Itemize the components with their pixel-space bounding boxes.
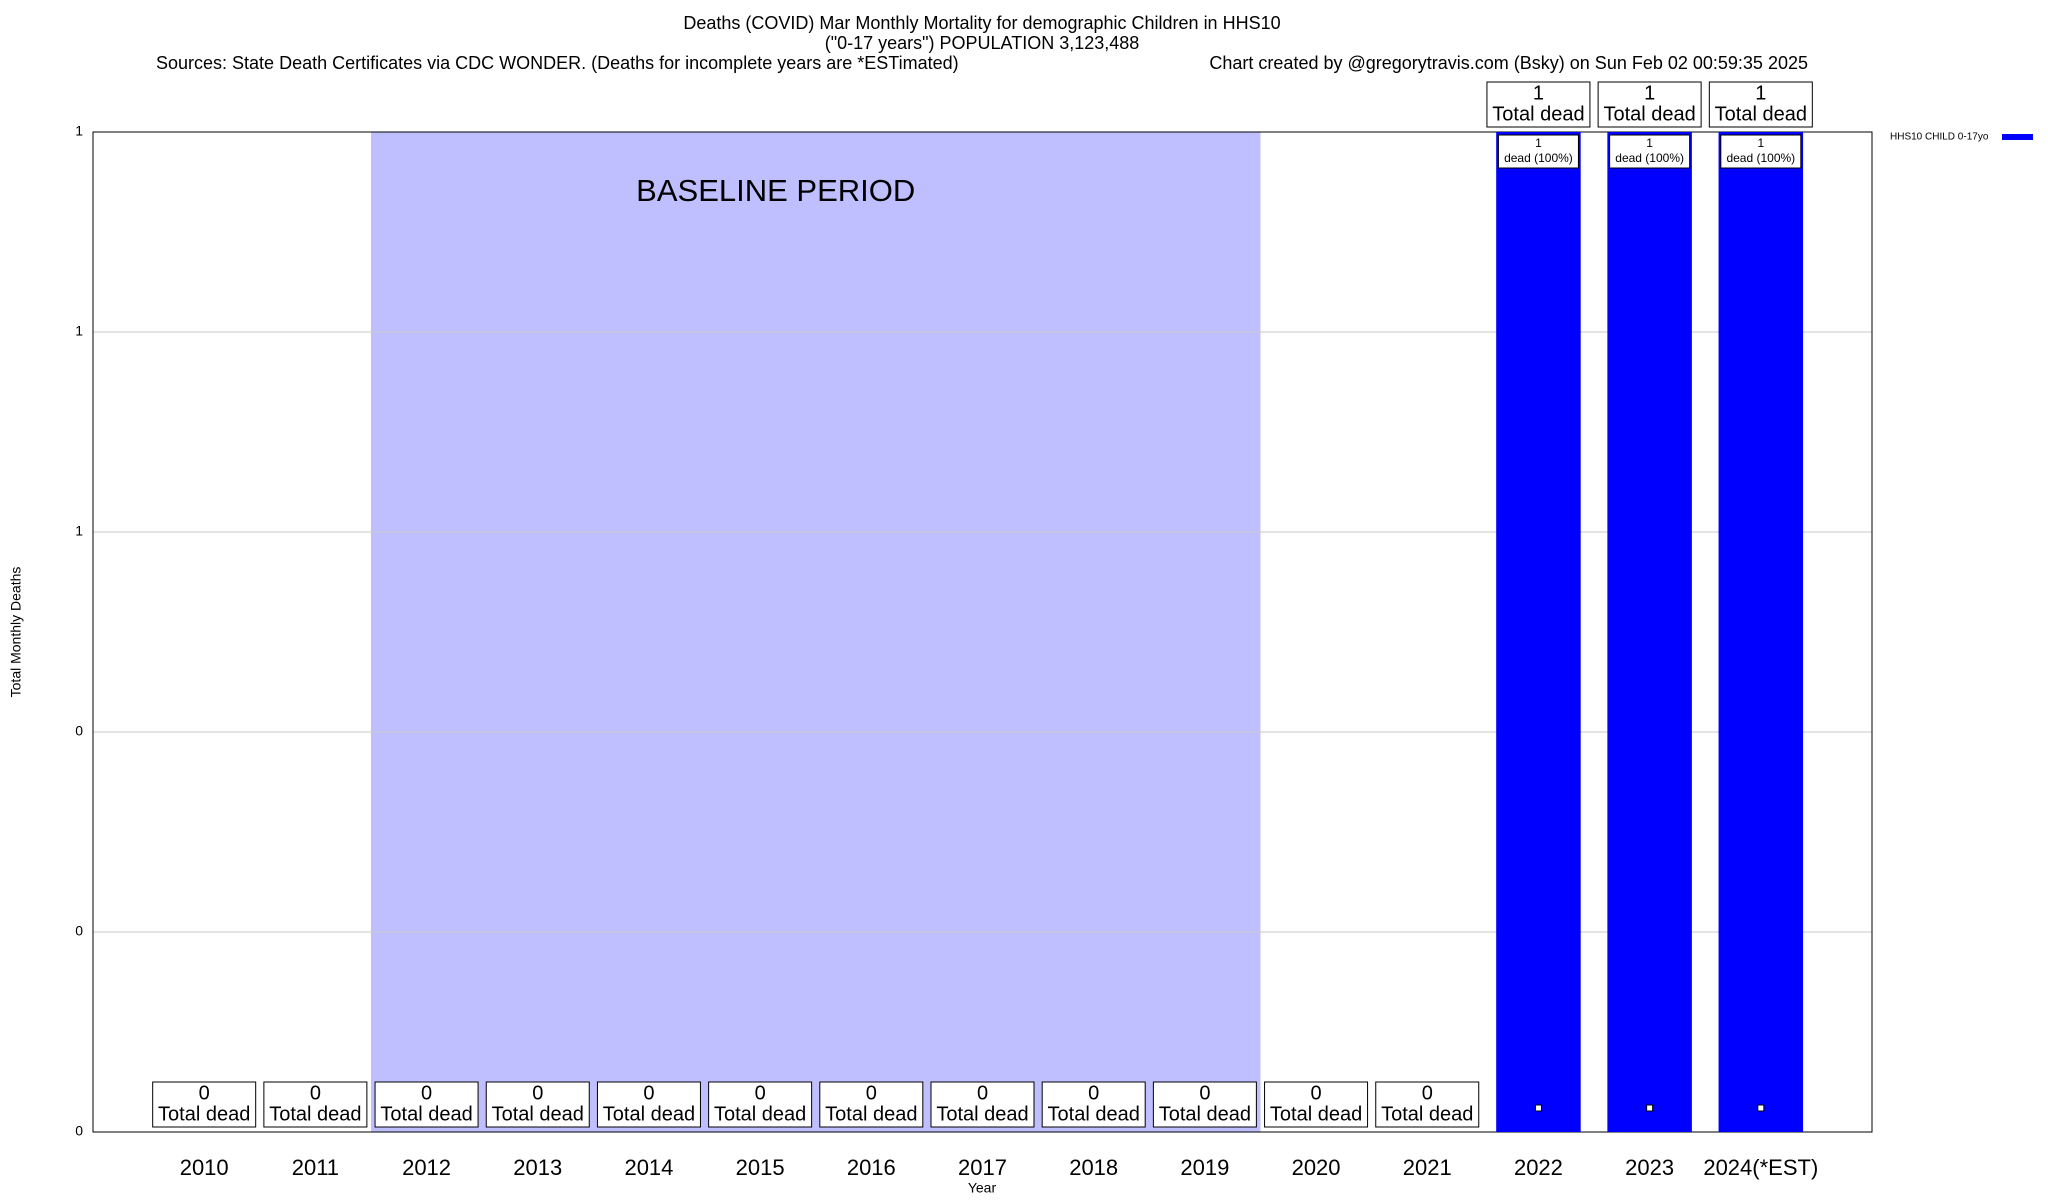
x-tick-label: 2016 — [847, 1155, 896, 1180]
total-label: Total dead — [1492, 103, 1584, 125]
chart-subtitle: ("0-17 years") POPULATION 3,123,488 — [825, 33, 1140, 53]
chart-title: Deaths (COVID) Mar Monthly Mortality for… — [683, 13, 1280, 33]
total-label: Total dead — [825, 1103, 917, 1125]
total-box — [1264, 1081, 1369, 1128]
inner-value-label: 1 — [1535, 136, 1542, 150]
baseline-label: BASELINE PERIOD — [636, 173, 915, 208]
total-label: Total dead — [1381, 1103, 1473, 1125]
total-label: Total dead — [1159, 1103, 1251, 1125]
x-tick-label: 2019 — [1180, 1155, 1229, 1180]
baseline-region — [370, 132, 1261, 1132]
x-tick-label: 2014 — [624, 1155, 673, 1180]
x-tick-label: 2015 — [736, 1155, 785, 1180]
value-label: 0 — [532, 1082, 543, 1104]
legend-label: HHS10 CHILD 0-17yo — [1890, 132, 1989, 143]
value-label: 0 — [1199, 1082, 1210, 1104]
legend-swatch — [2002, 134, 2033, 140]
total-label: Total dead — [1715, 103, 1807, 125]
total-box — [263, 1081, 368, 1128]
x-tick-label: 2023 — [1625, 1155, 1674, 1180]
x-tick-label: 2021 — [1403, 1155, 1452, 1180]
value-label: 0 — [1088, 1082, 1099, 1104]
x-tick-label: 2024(*EST) — [1703, 1155, 1818, 1180]
y-tick-label: 1 — [75, 323, 83, 339]
value-label: 1 — [1644, 82, 1655, 104]
value-label: 0 — [1422, 1082, 1433, 1104]
total-box — [1708, 81, 1813, 128]
total-box — [152, 1081, 257, 1128]
inner-box — [1720, 134, 1802, 169]
y-tick-label: 1 — [75, 123, 83, 139]
value-label: 0 — [310, 1082, 321, 1104]
value-label: 0 — [977, 1082, 988, 1104]
zero-marker — [1757, 1104, 1765, 1112]
value-label: 0 — [1311, 1082, 1322, 1104]
value-label: 0 — [643, 1082, 654, 1104]
total-box — [708, 1081, 813, 1128]
total-label: Total dead — [936, 1103, 1028, 1125]
total-label: Total dead — [1270, 1103, 1362, 1125]
total-label: Total dead — [380, 1103, 472, 1125]
inner-share-label: dead (100%) — [1726, 151, 1795, 165]
y-tick-label: 0 — [75, 923, 83, 939]
value-label: 0 — [421, 1082, 432, 1104]
value-label: 1 — [1533, 82, 1544, 104]
bar — [1718, 132, 1804, 1132]
value-label: 1 — [1755, 82, 1766, 104]
x-tick-label: 2012 — [402, 1155, 451, 1180]
total-box — [819, 1081, 924, 1128]
total-label: Total dead — [1048, 1103, 1140, 1125]
total-box — [930, 1081, 1035, 1128]
x-tick-label: 2010 — [180, 1155, 229, 1180]
x-tick-label: 2020 — [1292, 1155, 1341, 1180]
y-tick-label: 0 — [75, 1123, 83, 1139]
x-tick-label: 2017 — [958, 1155, 1007, 1180]
x-tick-label: 2018 — [1069, 1155, 1118, 1180]
bar — [1607, 132, 1692, 1132]
value-label: 0 — [199, 1082, 210, 1104]
x-axis-label: Year — [968, 1180, 997, 1196]
total-label: Total dead — [158, 1103, 250, 1125]
total-label: Total dead — [269, 1103, 361, 1125]
y-axis-label: Total Monthly Deaths — [8, 567, 24, 698]
total-label: Total dead — [603, 1103, 695, 1125]
zero-marker — [1534, 1104, 1542, 1112]
y-tick-label: 1 — [75, 523, 83, 539]
total-box — [1152, 1081, 1257, 1128]
total-box — [1597, 81, 1702, 128]
y-tick-label: 0 — [75, 723, 83, 739]
credit-note: Chart created by @gregorytravis.com (Bsk… — [1209, 53, 1808, 73]
source-note: Sources: State Death Certificates via CD… — [156, 53, 959, 73]
x-tick-label: 2022 — [1514, 1155, 1563, 1180]
total-box — [374, 1081, 479, 1128]
value-label: 0 — [866, 1082, 877, 1104]
bar — [1496, 132, 1581, 1132]
inner-share-label: dead (100%) — [1615, 151, 1684, 165]
inner-value-label: 1 — [1757, 136, 1764, 150]
inner-box — [1609, 134, 1691, 169]
zero-marker — [1646, 1104, 1654, 1112]
total-label: Total dead — [492, 1103, 584, 1125]
plot-frame — [92, 131, 1873, 1133]
total-box — [1375, 1081, 1480, 1128]
total-box — [596, 1081, 701, 1128]
total-box — [1041, 1081, 1146, 1128]
total-box — [485, 1081, 590, 1128]
inner-share-label: dead (100%) — [1504, 151, 1573, 165]
total-box — [1486, 81, 1591, 128]
total-label: Total dead — [1603, 103, 1695, 125]
value-label: 0 — [755, 1082, 766, 1104]
total-label: Total dead — [714, 1103, 806, 1125]
inner-box — [1497, 134, 1579, 169]
x-tick-label: 2013 — [513, 1155, 562, 1180]
x-tick-label: 2011 — [292, 1155, 339, 1180]
inner-value-label: 1 — [1646, 136, 1653, 150]
